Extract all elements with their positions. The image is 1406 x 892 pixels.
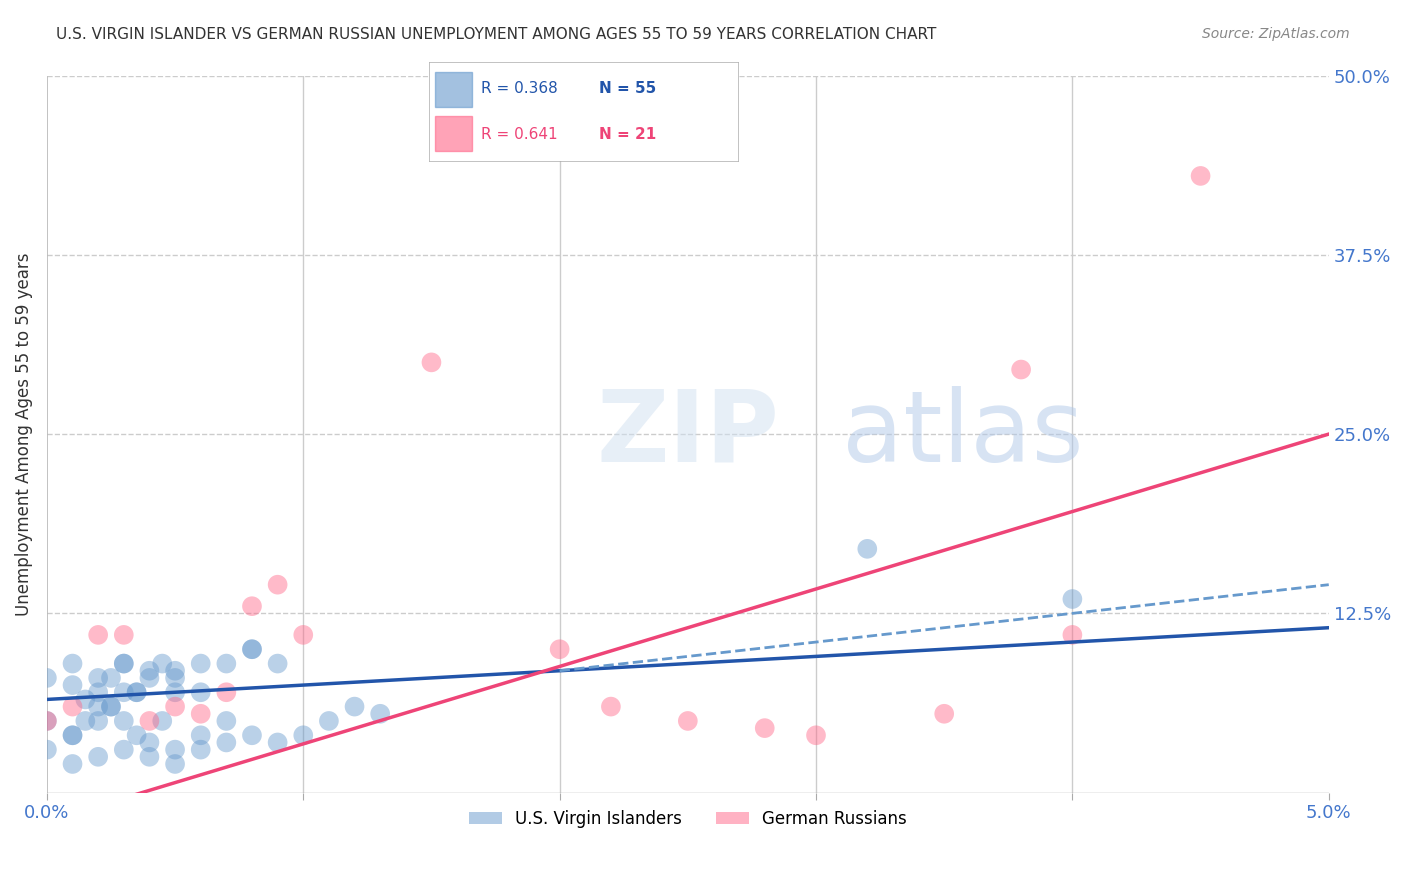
Point [150,657,173,671]
Point [165,742,187,756]
Point [165,671,187,685]
Point [215,685,238,699]
Point [62,728,84,742]
Point [75,692,97,706]
Point [240,642,263,657]
Point [125,685,148,699]
Point [165,685,187,699]
Point [165,664,187,678]
Point [87,699,110,714]
Text: R = 0.641: R = 0.641 [481,127,558,142]
Point [1062,592,1084,607]
Point [1189,169,1212,183]
Point [112,714,135,728]
Point [112,742,135,756]
Point [87,671,110,685]
Point [190,685,212,699]
Point [240,642,263,657]
Point [150,714,173,728]
Point [138,671,160,685]
Point [125,685,148,699]
Point [112,628,135,642]
Point [1062,628,1084,642]
Legend: U.S. Virgin Islanders, German Russians: U.S. Virgin Islanders, German Russians [463,803,914,835]
Point [934,706,956,721]
Point [75,714,97,728]
Point [676,714,699,728]
Bar [434,116,472,151]
Point [138,714,160,728]
Point [125,728,148,742]
Point [138,735,160,749]
Point [804,728,827,742]
Point [215,714,238,728]
Text: atlas: atlas [842,385,1083,483]
Point [266,577,288,591]
Point [62,728,84,742]
Point [600,699,623,714]
Point [87,714,110,728]
Point [87,685,110,699]
Point [190,742,212,756]
Point [138,664,160,678]
Point [165,756,187,771]
Point [292,728,315,742]
Point [112,657,135,671]
Y-axis label: Unemployment Among Ages 55 to 59 years: Unemployment Among Ages 55 to 59 years [15,252,32,615]
Point [87,749,110,764]
Point [215,735,238,749]
Point [62,657,84,671]
Point [266,735,288,749]
Point [100,699,122,714]
Point [190,728,212,742]
Point [112,657,135,671]
Point [856,541,879,556]
Point [35,742,58,756]
Point [368,706,391,721]
Bar [434,72,472,106]
Point [62,678,84,692]
Point [138,749,160,764]
Point [420,355,443,369]
Point [35,671,58,685]
Point [318,714,340,728]
Point [62,699,84,714]
Point [215,657,238,671]
Text: R = 0.368: R = 0.368 [481,81,558,96]
Point [548,642,571,657]
Point [240,728,263,742]
Point [754,721,776,735]
Point [190,706,212,721]
Text: N = 55: N = 55 [599,81,657,96]
Point [100,671,122,685]
Point [165,699,187,714]
Point [35,714,58,728]
Point [100,699,122,714]
Text: Source: ZipAtlas.com: Source: ZipAtlas.com [1202,27,1350,41]
Text: U.S. VIRGIN ISLANDER VS GERMAN RUSSIAN UNEMPLOYMENT AMONG AGES 55 TO 59 YEARS CO: U.S. VIRGIN ISLANDER VS GERMAN RUSSIAN U… [56,27,936,42]
Point [343,699,366,714]
Text: N = 21: N = 21 [599,127,657,142]
Point [292,628,315,642]
Point [112,685,135,699]
Point [240,599,263,614]
Text: ZIP: ZIP [596,385,779,483]
Point [190,657,212,671]
Point [35,714,58,728]
Point [62,756,84,771]
Point [266,657,288,671]
Point [87,628,110,642]
Point [1010,362,1032,376]
